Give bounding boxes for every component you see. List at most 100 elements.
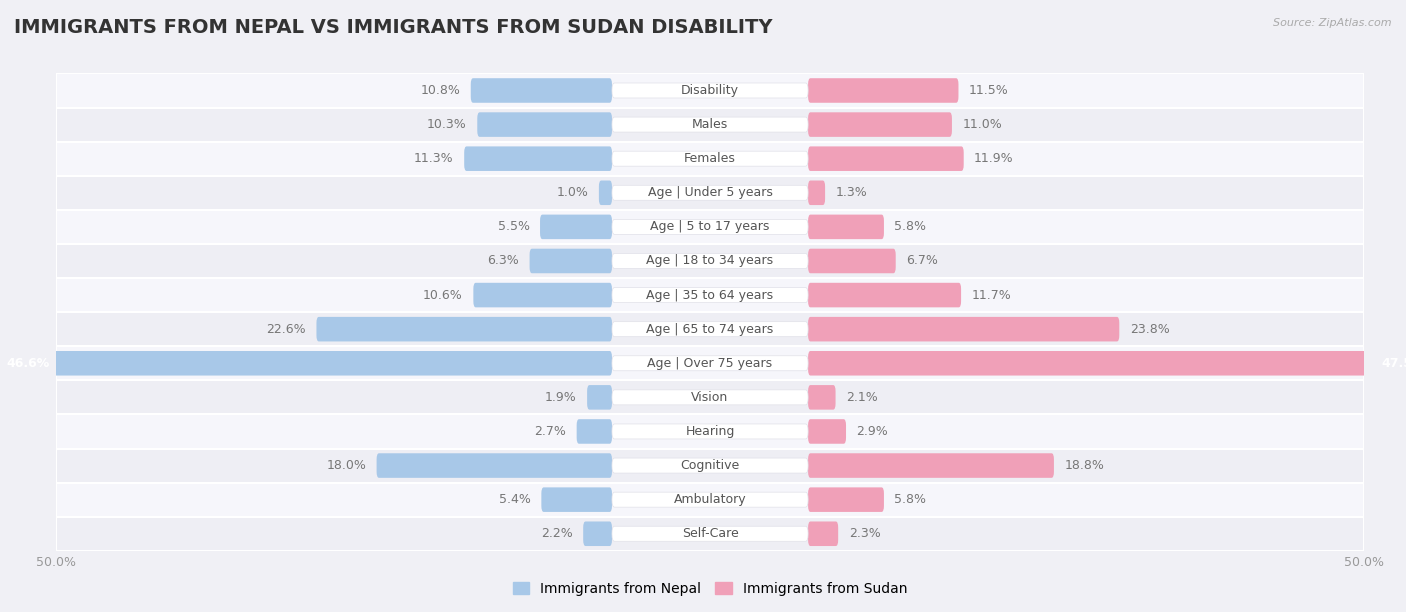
- Text: 11.0%: 11.0%: [962, 118, 1002, 131]
- FancyBboxPatch shape: [612, 117, 808, 132]
- FancyBboxPatch shape: [612, 83, 808, 98]
- FancyBboxPatch shape: [471, 78, 612, 103]
- Text: 22.6%: 22.6%: [266, 323, 307, 335]
- Bar: [56, 346, 1364, 380]
- Bar: [56, 73, 1364, 108]
- FancyBboxPatch shape: [599, 181, 612, 205]
- Text: 5.8%: 5.8%: [894, 220, 927, 233]
- Text: 11.7%: 11.7%: [972, 289, 1011, 302]
- Bar: [56, 449, 1364, 483]
- Text: 6.3%: 6.3%: [488, 255, 519, 267]
- Text: Hearing: Hearing: [685, 425, 735, 438]
- FancyBboxPatch shape: [540, 215, 612, 239]
- FancyBboxPatch shape: [808, 78, 959, 103]
- Text: 1.0%: 1.0%: [557, 186, 589, 200]
- Text: Age | 65 to 74 years: Age | 65 to 74 years: [647, 323, 773, 335]
- Text: Age | 5 to 17 years: Age | 5 to 17 years: [651, 220, 769, 233]
- Text: 11.3%: 11.3%: [415, 152, 454, 165]
- FancyBboxPatch shape: [808, 385, 835, 409]
- Bar: [56, 312, 1364, 346]
- Text: 5.5%: 5.5%: [498, 220, 530, 233]
- Text: Age | 35 to 64 years: Age | 35 to 64 years: [647, 289, 773, 302]
- Text: 10.6%: 10.6%: [423, 289, 463, 302]
- FancyBboxPatch shape: [808, 146, 963, 171]
- Text: 18.8%: 18.8%: [1064, 459, 1104, 472]
- FancyBboxPatch shape: [612, 151, 808, 166]
- Text: Disability: Disability: [681, 84, 740, 97]
- Bar: [56, 414, 1364, 449]
- FancyBboxPatch shape: [541, 487, 612, 512]
- Bar: [56, 244, 1364, 278]
- FancyBboxPatch shape: [612, 185, 808, 200]
- FancyBboxPatch shape: [530, 248, 612, 273]
- FancyBboxPatch shape: [612, 526, 808, 541]
- FancyBboxPatch shape: [474, 283, 612, 307]
- Bar: [56, 108, 1364, 141]
- Text: Females: Females: [685, 152, 735, 165]
- FancyBboxPatch shape: [612, 322, 808, 337]
- Text: 2.2%: 2.2%: [541, 528, 572, 540]
- FancyBboxPatch shape: [612, 458, 808, 473]
- Bar: [56, 517, 1364, 551]
- FancyBboxPatch shape: [808, 453, 1054, 478]
- Text: Age | Over 75 years: Age | Over 75 years: [648, 357, 772, 370]
- FancyBboxPatch shape: [612, 288, 808, 302]
- FancyBboxPatch shape: [808, 215, 884, 239]
- Text: 23.8%: 23.8%: [1130, 323, 1170, 335]
- Text: 11.5%: 11.5%: [969, 84, 1008, 97]
- Bar: [56, 176, 1364, 210]
- FancyBboxPatch shape: [588, 385, 612, 409]
- Text: Source: ZipAtlas.com: Source: ZipAtlas.com: [1274, 18, 1392, 28]
- Text: 2.7%: 2.7%: [534, 425, 567, 438]
- FancyBboxPatch shape: [377, 453, 612, 478]
- Text: Cognitive: Cognitive: [681, 459, 740, 472]
- FancyBboxPatch shape: [808, 181, 825, 205]
- Text: 18.0%: 18.0%: [326, 459, 366, 472]
- FancyBboxPatch shape: [808, 487, 884, 512]
- FancyBboxPatch shape: [612, 424, 808, 439]
- FancyBboxPatch shape: [808, 521, 838, 546]
- Text: Self-Care: Self-Care: [682, 528, 738, 540]
- FancyBboxPatch shape: [808, 113, 952, 137]
- Text: 10.8%: 10.8%: [420, 84, 460, 97]
- FancyBboxPatch shape: [612, 253, 808, 269]
- Bar: [56, 210, 1364, 244]
- Text: 11.9%: 11.9%: [974, 152, 1014, 165]
- Text: 6.7%: 6.7%: [905, 255, 938, 267]
- Text: 2.1%: 2.1%: [846, 391, 877, 404]
- Text: 1.9%: 1.9%: [546, 391, 576, 404]
- Bar: [56, 278, 1364, 312]
- Text: Ambulatory: Ambulatory: [673, 493, 747, 506]
- Legend: Immigrants from Nepal, Immigrants from Sudan: Immigrants from Nepal, Immigrants from S…: [508, 576, 912, 601]
- Text: 1.3%: 1.3%: [835, 186, 868, 200]
- FancyBboxPatch shape: [583, 521, 612, 546]
- Text: IMMIGRANTS FROM NEPAL VS IMMIGRANTS FROM SUDAN DISABILITY: IMMIGRANTS FROM NEPAL VS IMMIGRANTS FROM…: [14, 18, 772, 37]
- FancyBboxPatch shape: [477, 113, 612, 137]
- FancyBboxPatch shape: [808, 419, 846, 444]
- Text: Males: Males: [692, 118, 728, 131]
- FancyBboxPatch shape: [576, 419, 612, 444]
- FancyBboxPatch shape: [316, 317, 612, 341]
- Text: 2.9%: 2.9%: [856, 425, 889, 438]
- FancyBboxPatch shape: [612, 219, 808, 234]
- Text: Age | Under 5 years: Age | Under 5 years: [648, 186, 772, 200]
- FancyBboxPatch shape: [808, 248, 896, 273]
- Text: 2.3%: 2.3%: [849, 528, 880, 540]
- Text: Vision: Vision: [692, 391, 728, 404]
- FancyBboxPatch shape: [612, 492, 808, 507]
- FancyBboxPatch shape: [3, 351, 612, 376]
- Text: 47.5%: 47.5%: [1382, 357, 1406, 370]
- FancyBboxPatch shape: [808, 283, 962, 307]
- FancyBboxPatch shape: [808, 317, 1119, 341]
- FancyBboxPatch shape: [612, 390, 808, 405]
- Text: 10.3%: 10.3%: [427, 118, 467, 131]
- FancyBboxPatch shape: [808, 351, 1406, 376]
- Bar: [56, 141, 1364, 176]
- Text: 5.8%: 5.8%: [894, 493, 927, 506]
- FancyBboxPatch shape: [464, 146, 612, 171]
- Text: Age | 18 to 34 years: Age | 18 to 34 years: [647, 255, 773, 267]
- Text: 5.4%: 5.4%: [499, 493, 531, 506]
- Text: 46.6%: 46.6%: [7, 357, 49, 370]
- Bar: [56, 483, 1364, 517]
- FancyBboxPatch shape: [612, 356, 808, 371]
